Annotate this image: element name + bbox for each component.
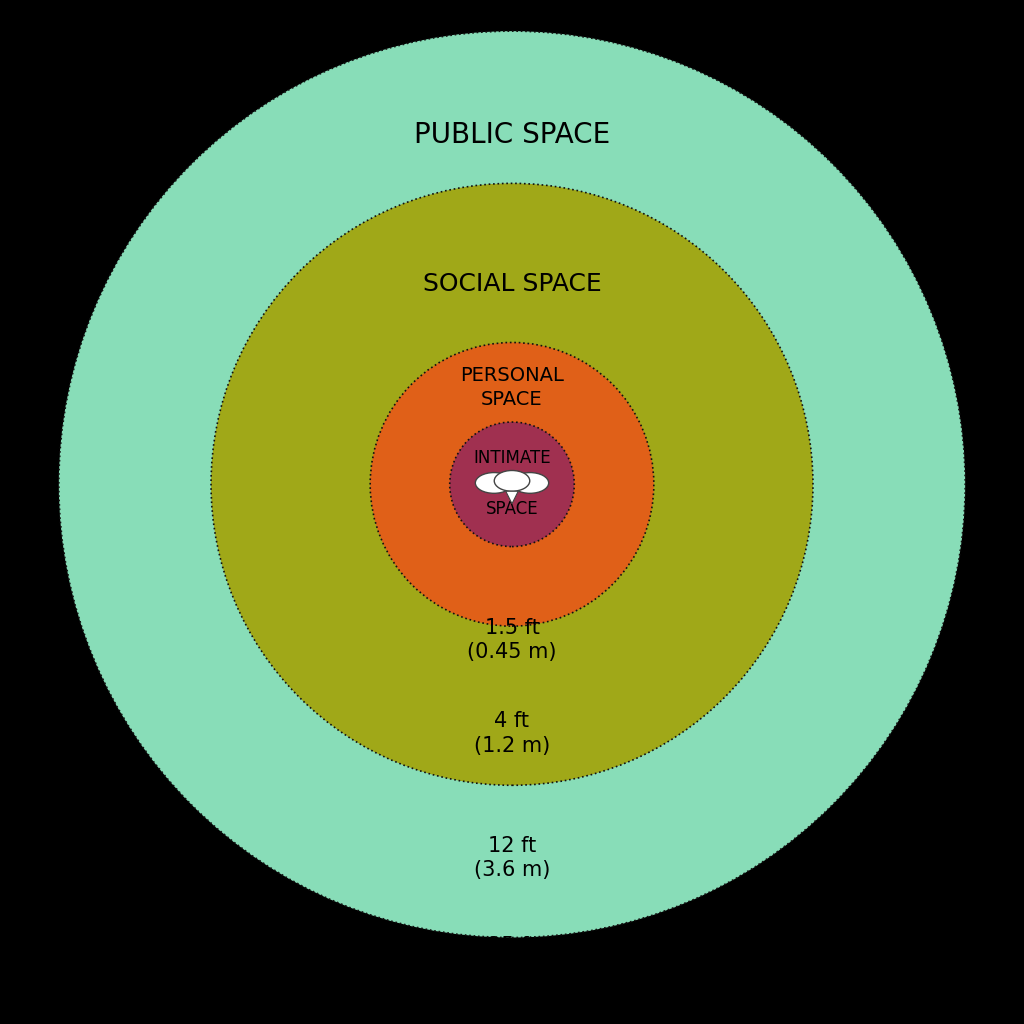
Circle shape: [450, 422, 574, 547]
Ellipse shape: [511, 472, 549, 494]
Text: 4 ft
(1.2 m): 4 ft (1.2 m): [474, 711, 550, 756]
Text: 25 ft
(7.6 m): 25 ft (7.6 m): [474, 936, 550, 981]
Ellipse shape: [495, 470, 529, 492]
Text: SOCIAL SPACE: SOCIAL SPACE: [423, 271, 601, 296]
Text: PUBLIC SPACE: PUBLIC SPACE: [414, 121, 610, 148]
Polygon shape: [506, 492, 518, 504]
Circle shape: [370, 342, 654, 626]
Text: SPACE: SPACE: [485, 500, 539, 517]
Text: PERSONAL
SPACE: PERSONAL SPACE: [460, 367, 564, 409]
Text: 12 ft
(3.6 m): 12 ft (3.6 m): [474, 836, 550, 881]
Text: INTIMATE: INTIMATE: [473, 450, 551, 467]
Text: 1.5 ft
(0.45 m): 1.5 ft (0.45 m): [467, 617, 557, 663]
Circle shape: [58, 31, 966, 938]
Circle shape: [211, 183, 813, 785]
Ellipse shape: [475, 472, 513, 494]
